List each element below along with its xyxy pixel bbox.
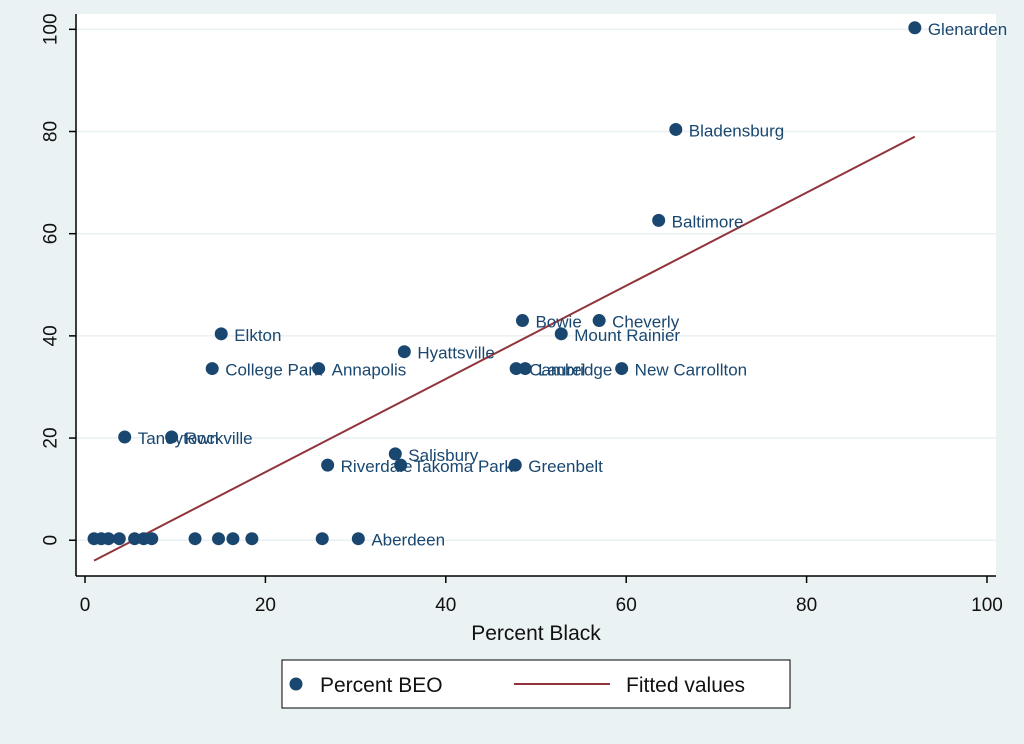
data-point (321, 458, 335, 472)
x-tick-label: 100 (971, 595, 1003, 616)
data-point-label: Elkton (234, 326, 281, 345)
data-point (312, 362, 326, 376)
legend-label-percent-beo: Percent BEO (320, 674, 443, 697)
data-point-label: Aberdeen (371, 531, 445, 550)
data-point (205, 362, 219, 376)
data-point (214, 327, 228, 341)
data-point (509, 362, 523, 376)
legend-marker-percent-beo (289, 677, 303, 691)
x-tick-label: 20 (255, 595, 276, 616)
data-point-label: Laurel (538, 361, 585, 380)
data-point (397, 345, 411, 359)
percent-beo-series (87, 21, 922, 546)
axes (75, 14, 996, 577)
data-point (515, 314, 529, 328)
data-point (245, 532, 259, 546)
data-point (118, 430, 132, 444)
ticks: 0 20 40 60 80 100 0 20 40 60 80 100 (41, 13, 1003, 616)
data-point (112, 532, 126, 546)
data-point (145, 532, 159, 546)
gridlines (76, 28, 996, 541)
data-point (388, 447, 402, 461)
data-point (315, 532, 329, 546)
x-axis-title: Percent Black (471, 622, 601, 645)
data-point (615, 362, 629, 376)
data-point (394, 458, 408, 472)
data-point (165, 430, 179, 444)
y-tick-label: 20 (41, 427, 62, 448)
data-point-label: Baltimore (672, 212, 744, 231)
data-point (212, 532, 226, 546)
data-point (226, 532, 240, 546)
data-point (351, 532, 365, 546)
data-point-label: Bowie (535, 313, 581, 332)
data-point (128, 532, 142, 546)
plot-area (76, 14, 996, 576)
legend-label-fitted-values: Fitted values (626, 674, 745, 697)
y-tick-label: 80 (41, 121, 62, 142)
data-point (101, 532, 115, 546)
data-point-label: Glenarden (928, 20, 1007, 39)
data-point-label: Taneytown (138, 429, 219, 448)
data-point (518, 362, 532, 376)
data-point (508, 458, 522, 472)
data-point-label: Cambridge (529, 361, 612, 380)
data-point (554, 327, 568, 341)
y-tick-label: 60 (41, 223, 62, 244)
data-point-label: Rockville (185, 429, 253, 448)
data-point (652, 213, 666, 227)
data-point-label: Annapolis (332, 361, 407, 380)
y-tick-label: 40 (41, 325, 62, 346)
x-tick-label: 0 (80, 595, 91, 616)
data-point (669, 122, 683, 136)
x-tick-label: 40 (435, 595, 456, 616)
data-point-label: College Park (225, 361, 323, 380)
data-point-label: Riverdale (341, 457, 413, 476)
data-point-label: Takoma Park (414, 457, 514, 476)
point-labels: Glenarden Bladensburg Baltimore Bowie Chever… (138, 20, 1008, 550)
fitted-values-series (93, 135, 916, 562)
data-point-label: Salisbury (408, 446, 478, 465)
legend: Percent BEO Fitted values (281, 659, 791, 709)
x-tick-label: 80 (796, 595, 817, 616)
data-point-label: Bladensburg (689, 121, 784, 140)
data-point-label: Cheverly (612, 313, 680, 332)
x-tick-label: 60 (616, 595, 637, 616)
fitted-values-line (93, 135, 916, 562)
data-point (908, 21, 922, 35)
data-point-label: Hyattsville (417, 344, 494, 363)
data-point-label: New Carrollton (635, 361, 747, 380)
y-tick-label: 100 (41, 13, 62, 45)
data-point-label: Mount Rainier (574, 326, 680, 345)
data-point (188, 532, 202, 546)
y-tick-label: 0 (41, 535, 62, 546)
data-point-label: Greenbelt (528, 457, 603, 476)
data-point (592, 314, 606, 328)
